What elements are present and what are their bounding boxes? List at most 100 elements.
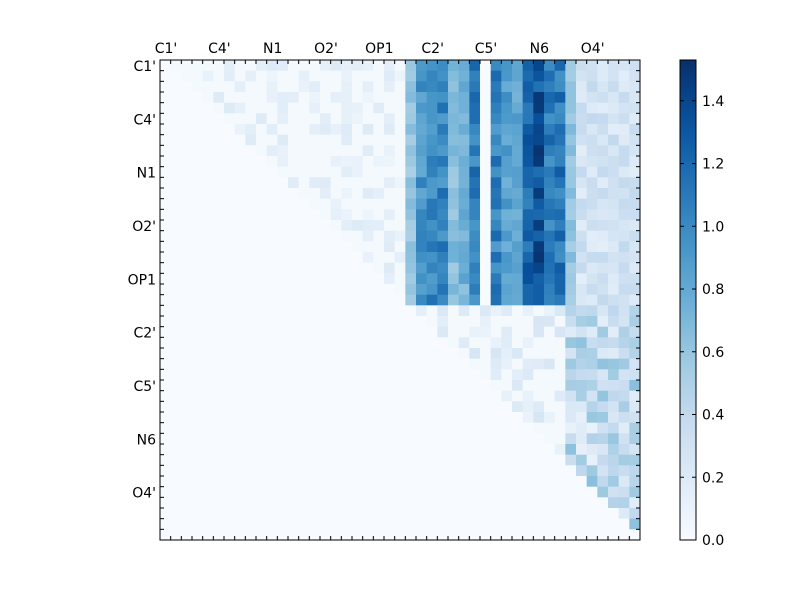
heatmap-cell [576,390,588,402]
heatmap-cell [544,305,556,317]
heatmap-cell [565,81,577,93]
heatmap-cell [426,102,438,114]
heatmap-cell [202,124,214,136]
heatmap-cell [384,284,396,296]
heatmap-cell [202,273,214,285]
heatmap-cell [597,294,609,306]
heatmap-cell [384,476,396,488]
heatmap-cell [213,166,225,178]
heatmap-cell [245,209,257,221]
heatmap-cell [544,124,556,136]
heatmap-cell [320,145,332,157]
heatmap-cell [266,358,278,370]
heatmap-cell [533,422,545,434]
heatmap-cell [458,134,470,146]
heatmap-cell [362,166,374,178]
heatmap-cell [288,518,300,530]
heatmap-cell [501,198,513,210]
heatmap-cell [544,444,556,456]
heatmap-cell [544,454,556,466]
heatmap-cell [160,390,172,402]
heatmap-cell [298,166,310,178]
heatmap-cell [160,348,172,360]
heatmap-cell [277,262,289,274]
heatmap-cell [394,433,406,445]
heatmap-cell [245,113,257,125]
heatmap-cell [554,262,566,274]
heatmap-cell [288,369,300,381]
heatmap-cell [234,348,246,360]
heatmap-cell [458,220,470,232]
heatmap-cell [501,188,513,200]
heatmap-cell [384,134,396,146]
heatmap-cell [426,412,438,424]
x-tick-label: O2' [314,41,338,57]
heatmap-cell [565,358,577,370]
heatmap-cell [213,220,225,232]
heatmap-cell [298,252,310,264]
heatmap-cell [341,241,353,253]
heatmap-cell [469,454,481,466]
heatmap-cell [416,230,428,242]
heatmap-cell [224,316,236,328]
heatmap-cell [394,486,406,498]
heatmap-cell [586,102,598,114]
heatmap-cell [597,316,609,328]
heatmap-cell [277,166,289,178]
heatmap-cell [320,220,332,232]
heatmap-cell [480,454,492,466]
heatmap-cell [490,476,502,488]
heatmap-cell [586,177,598,189]
heatmap-cell [522,518,534,530]
heatmap-cell [181,81,193,93]
heatmap-cell [405,124,417,136]
heatmap-cell [160,358,172,370]
heatmap-cell [181,124,193,136]
heatmap-cell [394,316,406,328]
heatmap-cell [576,273,588,285]
heatmap-cell [490,433,502,445]
heatmap-cell [544,358,556,370]
heatmap-cell [512,348,524,360]
heatmap-cell [213,134,225,146]
heatmap-cell [533,465,545,477]
heatmap-cell [277,454,289,466]
heatmap-cell [437,412,449,424]
heatmap-cell [512,316,524,328]
heatmap-cell [266,497,278,509]
heatmap-cell [416,369,428,381]
heatmap-cell [597,252,609,264]
heatmap-cell [448,412,460,424]
heatmap-cell [426,124,438,136]
heatmap-cell [277,529,289,541]
heatmap-cell [384,230,396,242]
heatmap-cell [234,454,246,466]
heatmap-cell [458,476,470,488]
heatmap-cell [384,102,396,114]
heatmap-cell [224,92,236,104]
heatmap-cell [256,92,268,104]
heatmap-cell [426,369,438,381]
heatmap-cell [352,444,364,456]
heatmap-cell [373,60,385,72]
heatmap-cell [192,209,204,221]
heatmap-cell [298,209,310,221]
heatmap-cell [192,241,204,253]
heatmap-cell [608,529,620,541]
heatmap-cell [512,70,524,82]
heatmap-cell [469,316,481,328]
heatmap-cell [437,337,449,349]
heatmap-cell [576,529,588,541]
heatmap-cell [554,241,566,253]
heatmap-cell [533,230,545,242]
heatmap-cell [170,124,182,136]
heatmap-cell [394,113,406,125]
heatmap-cell [362,284,374,296]
colorbar-tick-label: 1.4 [702,94,724,110]
heatmap-cell [576,305,588,317]
heatmap-cell [448,518,460,530]
heatmap-cell [490,198,502,210]
heatmap-cell [416,241,428,253]
heatmap-cell [160,508,172,520]
heatmap-cell [224,326,236,338]
